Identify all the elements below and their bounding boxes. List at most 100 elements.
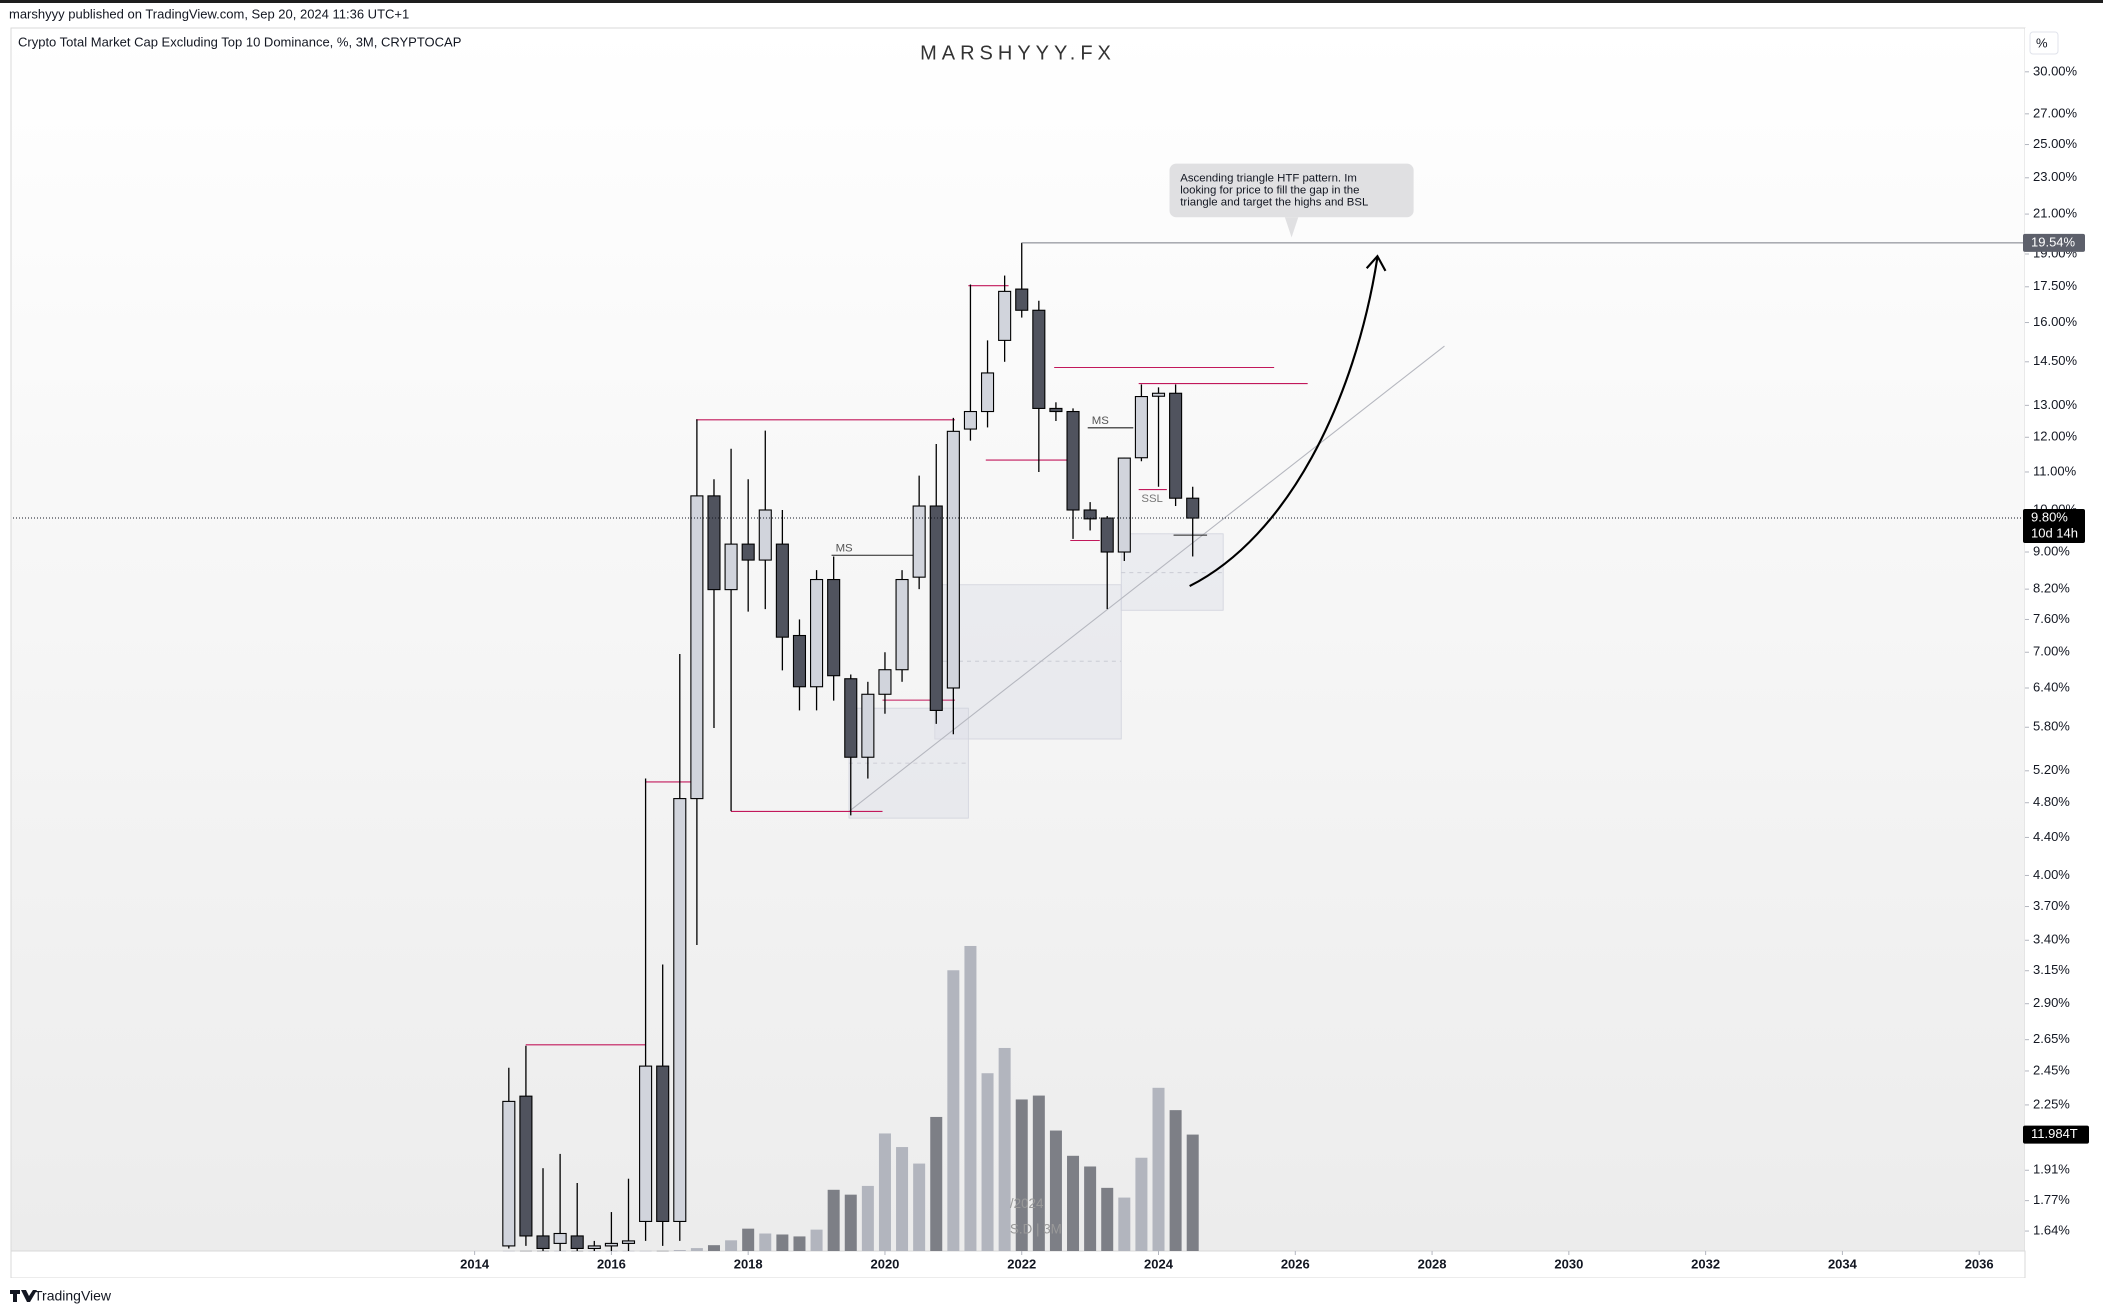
callout-pointer	[1284, 217, 1299, 238]
price-badge	[2023, 509, 2085, 544]
candle-body	[502, 1100, 516, 1247]
y-tick-label: 4.40%	[2033, 829, 2070, 844]
publish-info: marshyyy published on TradingView.com, S…	[9, 6, 409, 21]
volume-bar	[981, 1073, 994, 1251]
y-tick-label: 30.00%	[2033, 63, 2078, 78]
top-border	[0, 0, 2103, 3]
candle-body	[827, 578, 841, 677]
volume-bar	[793, 1236, 806, 1251]
footer-logo	[10, 1290, 37, 1302]
candle-body	[1169, 392, 1183, 499]
y-tick-label: 17.50%	[2033, 278, 2078, 293]
y-tick-label: 9.00%	[2033, 543, 2070, 558]
projection-arrow	[1189, 257, 1379, 588]
candle-body	[998, 290, 1012, 341]
volume-bar	[964, 945, 977, 1251]
candle-body	[570, 1235, 584, 1250]
candle-body	[519, 1095, 533, 1237]
volume-bar	[913, 1163, 926, 1251]
candle-body	[861, 693, 875, 758]
y-tick-label: 6.40%	[2033, 679, 2070, 694]
y-tick-label: 4.80%	[2033, 794, 2070, 809]
volume-bar	[588, 1250, 601, 1252]
volume-bar	[1067, 1155, 1080, 1251]
volume-bar	[827, 1189, 840, 1251]
candle-body	[810, 578, 824, 688]
candle-body	[1100, 517, 1114, 553]
volume-bar	[519, 1250, 532, 1252]
volume-bar	[537, 1250, 550, 1252]
ssl-label: SSL	[1141, 493, 1163, 505]
callout-text: triangle and target the highs and BSL	[1180, 197, 1368, 209]
y-tick-label: 4.00%	[2033, 867, 2070, 882]
y-tick-label: 2.25%	[2033, 1096, 2070, 1111]
y-tick-label: 1.64%	[2033, 1222, 2070, 1237]
faded-text: /2024	[1010, 1196, 1044, 1211]
candle-body	[844, 678, 858, 758]
fvg-box	[1120, 533, 1224, 611]
candle-body	[792, 634, 807, 688]
candle-body	[963, 410, 977, 430]
volume-bar	[1015, 1099, 1028, 1251]
callout-text: Ascending triangle HTF pattern. Im	[1180, 172, 1357, 184]
volume-bar	[1169, 1110, 1182, 1251]
x-tick-label: 2014	[460, 1256, 490, 1271]
y-tick-label: 2.90%	[2033, 995, 2070, 1010]
scale-button-label[interactable]: %	[2036, 35, 2048, 50]
x-tick-label: 2034	[1828, 1256, 1858, 1271]
ms-label: MS	[1092, 415, 1109, 427]
drawings: MS MS SSL /2024 S.D | 3M Ascending trian…	[525, 163, 1445, 1236]
y-tick-label: 1.77%	[2033, 1192, 2070, 1207]
chart-title: Crypto Total Market Cap Excluding Top 10…	[18, 34, 461, 49]
volume-bar	[554, 1250, 567, 1252]
x-tick-label: 2024	[1144, 1256, 1174, 1271]
volume-bar	[1152, 1087, 1165, 1251]
x-tick-label: 2026	[1281, 1256, 1310, 1271]
volume-bar	[1049, 1130, 1062, 1251]
y-tick-label: 13.00%	[2033, 397, 2078, 412]
candle-body	[929, 505, 943, 711]
volume-bar	[707, 1245, 720, 1251]
volume-bar	[776, 1234, 789, 1251]
candle-body	[724, 543, 738, 591]
candle-body	[1186, 497, 1200, 519]
volume-bar	[639, 1250, 652, 1252]
x-tick-label: 2018	[734, 1256, 763, 1271]
candle-body	[741, 543, 755, 561]
volume-bar	[673, 1250, 686, 1251]
candle-body	[587, 1245, 601, 1250]
fvg-box	[934, 584, 1122, 740]
price-badge-label: 9.80%	[2031, 509, 2068, 524]
y-tick-label: 3.70%	[2033, 898, 2070, 913]
candle-body	[1049, 407, 1063, 413]
y-tick-label: 27.00%	[2033, 105, 2078, 120]
ms-label: MS	[836, 543, 853, 555]
candle-body	[1083, 509, 1097, 520]
candle-body	[1066, 410, 1080, 511]
candle-body	[621, 1240, 636, 1244]
volume-bar	[896, 1147, 909, 1251]
scale-button[interactable]	[2029, 31, 2059, 55]
candle-body	[690, 495, 704, 800]
volume-bar	[1032, 1095, 1045, 1251]
candle-body	[946, 430, 960, 689]
volume-bar	[759, 1233, 772, 1251]
y-tick-label: 5.20%	[2033, 762, 2070, 777]
volume-bar	[742, 1228, 755, 1251]
y-tick-label: 16.00%	[2033, 314, 2078, 329]
volume-bar	[1084, 1166, 1097, 1251]
y-tick-label: 3.15%	[2033, 962, 2070, 977]
candle-body	[673, 798, 687, 1222]
faded-text: S.D | 3M	[1010, 1221, 1062, 1236]
candle-body	[1151, 392, 1166, 397]
footer-brand: TradingView	[34, 1288, 112, 1304]
y-tick-label: 7.00%	[2033, 644, 2070, 659]
candle-body	[656, 1065, 670, 1222]
y-tick-label: 14.50%	[2033, 353, 2078, 368]
volume-badge-label: 11.984T	[2031, 1126, 2078, 1141]
watermark: MARSHYYY.FX	[920, 42, 1116, 64]
candle-body	[1032, 309, 1046, 409]
candle-body	[775, 543, 789, 638]
